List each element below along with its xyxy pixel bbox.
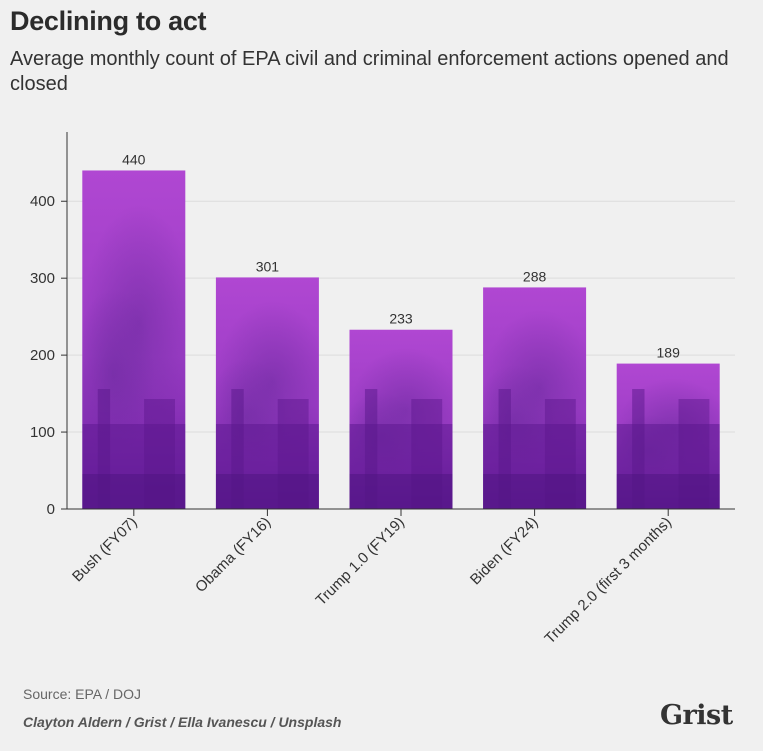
data-label: 301	[256, 258, 280, 274]
bar-group	[215, 277, 319, 509]
bar-group	[349, 329, 453, 509]
x-tick-label: Obama (FY16)	[192, 514, 274, 596]
data-label: 233	[389, 311, 413, 327]
bar-chart: 0 100 200 300 400 Bush (FY07) Obama (FY16) Tru…	[30, 132, 735, 647]
bar-texture	[82, 204, 186, 509]
bars	[82, 170, 720, 509]
y-axis-ticks: 0 100 200 300 400	[30, 193, 67, 518]
x-tick-label: Trump 2.0 (first 3 months)	[541, 514, 675, 648]
data-labels: 440 301 233 288 189	[122, 151, 680, 360]
chart-title: Declining to act	[10, 6, 207, 36]
y-tick-label: 400	[30, 193, 55, 210]
x-tick-label: Trump 1.0 (FY19)	[313, 514, 408, 609]
x-tick-label: Bush (FY07)	[69, 514, 141, 586]
bar-group	[483, 287, 587, 509]
bar-group	[616, 363, 720, 509]
y-tick-label: 100	[30, 424, 55, 441]
bar-texture	[483, 309, 587, 509]
bar-texture	[616, 378, 720, 509]
data-label: 440	[122, 151, 146, 167]
bar-group	[82, 170, 186, 509]
bar-texture	[215, 300, 319, 509]
grist-logo: Grist	[660, 700, 733, 731]
data-label: 189	[657, 345, 681, 361]
credit-line: Clayton Aldern / Grist / Ella Ivanescu /…	[23, 714, 342, 730]
data-label: 288	[523, 268, 547, 284]
x-tick-label: Biden (FY24)	[467, 514, 542, 589]
y-tick-label: 300	[30, 270, 55, 287]
y-tick-label: 0	[47, 501, 55, 518]
y-tick-label: 200	[30, 347, 55, 364]
x-axis-ticks: Bush (FY07) Obama (FY16) Trump 1.0 (FY19) B…	[69, 509, 675, 647]
chart-subtitle: Average monthly count of EPA civil and c…	[10, 48, 729, 95]
source-note: Source: EPA / DOJ	[23, 686, 142, 702]
bar-texture	[349, 347, 453, 509]
